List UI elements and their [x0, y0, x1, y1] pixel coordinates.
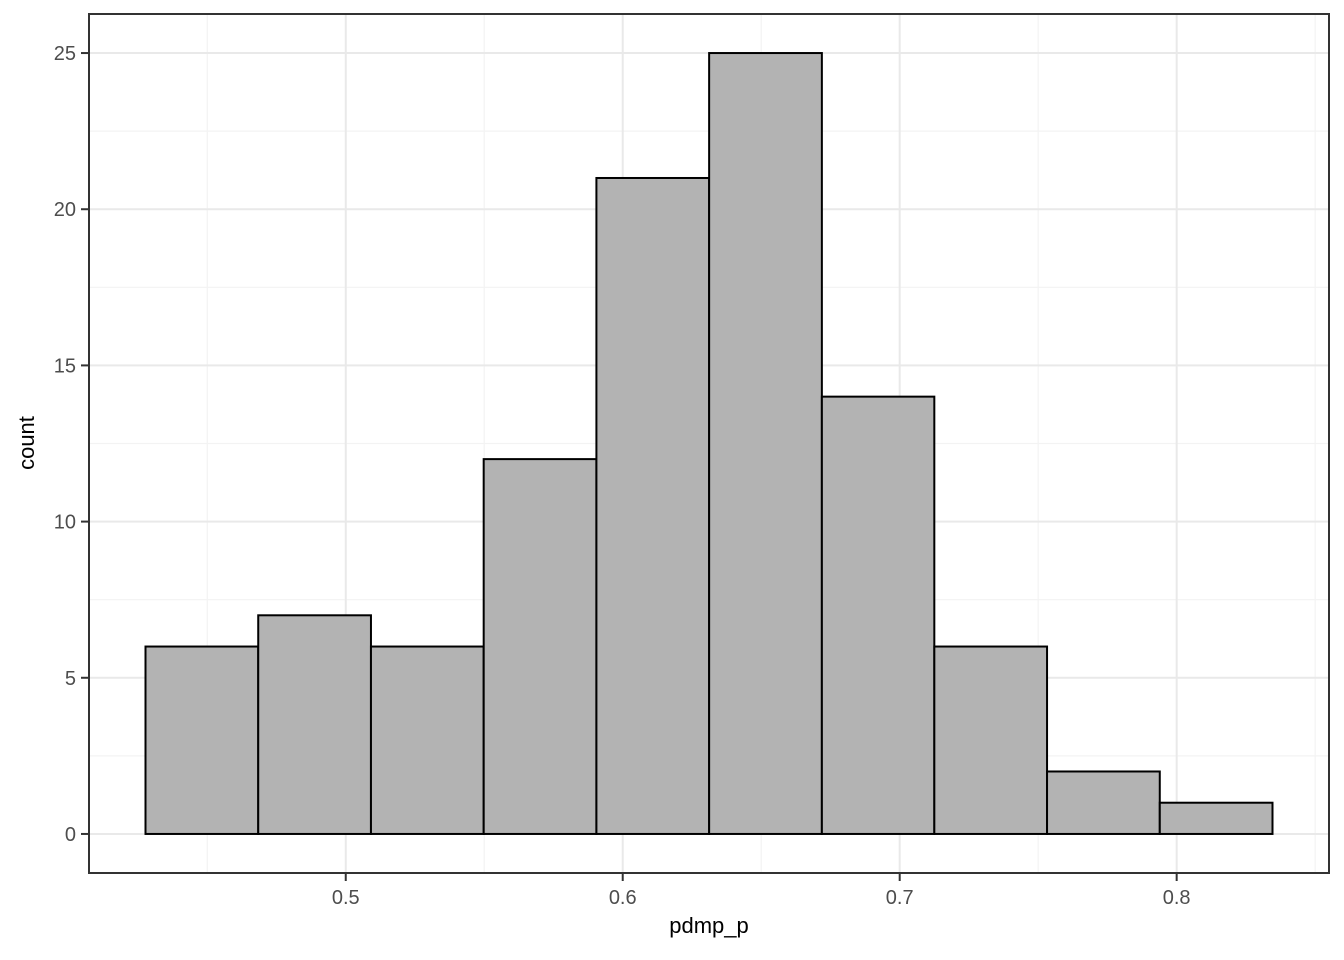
histogram-bar: [1046, 770, 1161, 835]
x-tick-label: 0.7: [886, 887, 914, 909]
y-tick-label: 0: [65, 824, 76, 846]
y-tick-label: 20: [54, 199, 76, 221]
x-tick-label: 0.5: [332, 887, 360, 909]
x-tick-label: 0.6: [609, 887, 637, 909]
x-tick-label: 0.8: [1163, 887, 1191, 909]
y-tick-label: 10: [54, 512, 76, 534]
histogram-bar: [708, 52, 823, 835]
x-axis-title: pdmp_p: [669, 913, 749, 938]
histogram-bar: [369, 645, 485, 835]
y-axis-title: count: [14, 416, 39, 470]
panel-border: [88, 13, 1330, 874]
histogram-bar: [933, 645, 1049, 835]
histogram-bar: [144, 645, 260, 835]
y-tick-label: 15: [54, 355, 76, 377]
y-tick-label: 5: [65, 668, 76, 690]
histogram-bar: [1158, 801, 1274, 835]
y-tick-label: 25: [54, 43, 76, 65]
histogram-bar: [820, 395, 936, 835]
histogram-bar: [257, 614, 372, 835]
histogram-bar: [595, 176, 711, 835]
histogram-bar: [482, 458, 598, 835]
